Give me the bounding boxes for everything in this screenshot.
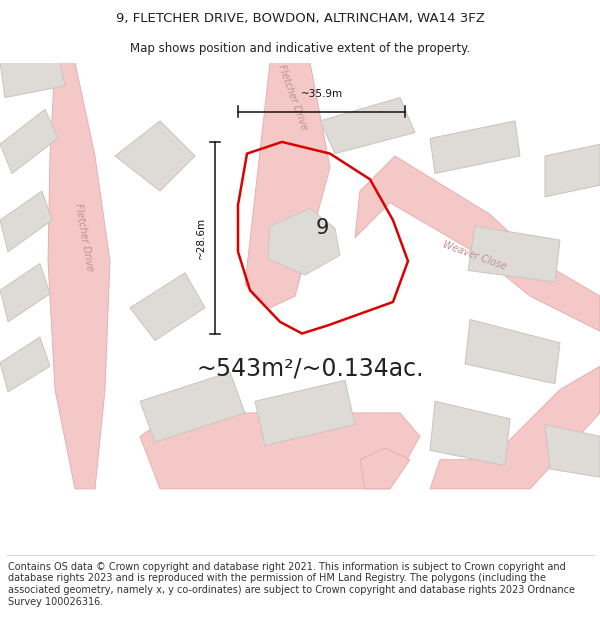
Text: Fletcher Drive: Fletcher Drive bbox=[277, 64, 310, 132]
Polygon shape bbox=[255, 380, 355, 446]
Text: 9, FLETCHER DRIVE, BOWDON, ALTRINCHAM, WA14 3FZ: 9, FLETCHER DRIVE, BOWDON, ALTRINCHAM, W… bbox=[116, 12, 484, 25]
Polygon shape bbox=[268, 209, 340, 275]
Polygon shape bbox=[465, 319, 560, 384]
Polygon shape bbox=[468, 226, 560, 282]
Polygon shape bbox=[140, 413, 420, 489]
Polygon shape bbox=[430, 366, 600, 489]
Polygon shape bbox=[360, 448, 410, 489]
Polygon shape bbox=[430, 401, 510, 466]
Polygon shape bbox=[545, 424, 600, 478]
Polygon shape bbox=[545, 144, 600, 197]
Text: Map shows position and indicative extent of the property.: Map shows position and indicative extent… bbox=[130, 42, 470, 55]
Polygon shape bbox=[48, 62, 110, 489]
Polygon shape bbox=[140, 372, 245, 442]
Text: ~35.9m: ~35.9m bbox=[301, 89, 343, 99]
Polygon shape bbox=[245, 62, 330, 308]
Polygon shape bbox=[0, 62, 65, 98]
Text: ~28.6m: ~28.6m bbox=[196, 217, 206, 259]
Polygon shape bbox=[115, 121, 195, 191]
Text: Weaver Close: Weaver Close bbox=[442, 239, 508, 271]
Polygon shape bbox=[355, 156, 600, 331]
Text: Contains OS data © Crown copyright and database right 2021. This information is : Contains OS data © Crown copyright and d… bbox=[8, 562, 575, 606]
Polygon shape bbox=[0, 263, 50, 322]
Text: 9: 9 bbox=[316, 218, 329, 238]
Polygon shape bbox=[0, 191, 52, 252]
Polygon shape bbox=[320, 98, 415, 154]
Text: ~543m²/~0.134ac.: ~543m²/~0.134ac. bbox=[196, 356, 424, 381]
Polygon shape bbox=[430, 121, 520, 174]
Polygon shape bbox=[0, 109, 58, 174]
Polygon shape bbox=[130, 272, 205, 341]
Text: Fletcher Drive: Fletcher Drive bbox=[73, 203, 95, 272]
Polygon shape bbox=[0, 337, 50, 392]
